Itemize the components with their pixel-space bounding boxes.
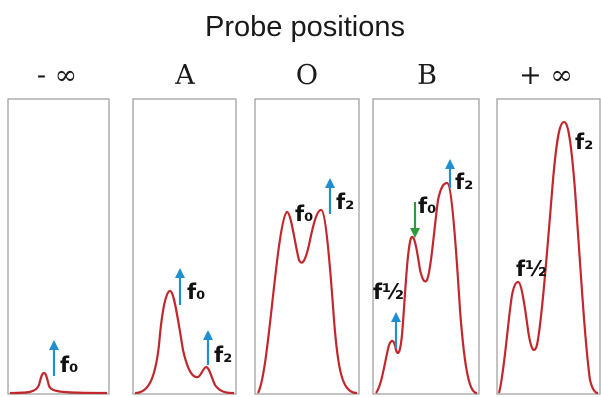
figure-title: Probe positions <box>205 11 405 43</box>
arrow-up-icon <box>445 159 455 188</box>
arrow-up-icon <box>49 340 59 376</box>
peak-label-f2: f₂ <box>214 343 232 367</box>
peak-label-f0: f₀ <box>418 194 436 218</box>
position-label-a: A <box>174 60 195 91</box>
panel-b: f½ f₀ f₂ <box>372 98 480 395</box>
panel-frame <box>372 98 480 395</box>
peak-label-f-half: f½ <box>373 280 404 304</box>
arrow-down-icon <box>410 202 420 238</box>
arrow-up-icon <box>203 330 213 365</box>
panel-frame <box>132 98 237 395</box>
spectrum-curve <box>257 208 358 395</box>
panel-minus-infinity: f₀ <box>7 98 110 395</box>
arrow-up-icon <box>325 178 335 214</box>
peak-label-f0: f₀ <box>60 353 78 377</box>
position-label-o: O <box>296 60 318 91</box>
spectrum-curve <box>497 120 599 395</box>
peak-label-f2: f₂ <box>336 190 354 214</box>
arrow-up-icon <box>175 268 185 305</box>
arrow-up-icon <box>391 312 401 348</box>
position-label-plus-infinity: + ∞ <box>519 60 573 91</box>
position-label-b: B <box>417 60 437 91</box>
peak-label-f2: f₂ <box>575 130 593 154</box>
panel-frame <box>7 98 110 395</box>
peak-label-f-half: f½ <box>516 257 547 281</box>
position-label-minus-infinity: - ∞ <box>37 60 77 91</box>
panel-a: f₀ f₂ <box>132 98 237 395</box>
peak-label-f0: f₀ <box>295 202 313 226</box>
panel-frame <box>254 98 360 395</box>
panel-o: f₀ f₂ <box>254 98 360 395</box>
peak-label-f2: f₂ <box>455 170 473 194</box>
peak-label-f0: f₀ <box>187 280 205 304</box>
panel-plus-infinity: f½ f₂ <box>496 98 601 395</box>
spectrum-curve <box>9 371 108 395</box>
spectrum-curve <box>134 289 235 395</box>
